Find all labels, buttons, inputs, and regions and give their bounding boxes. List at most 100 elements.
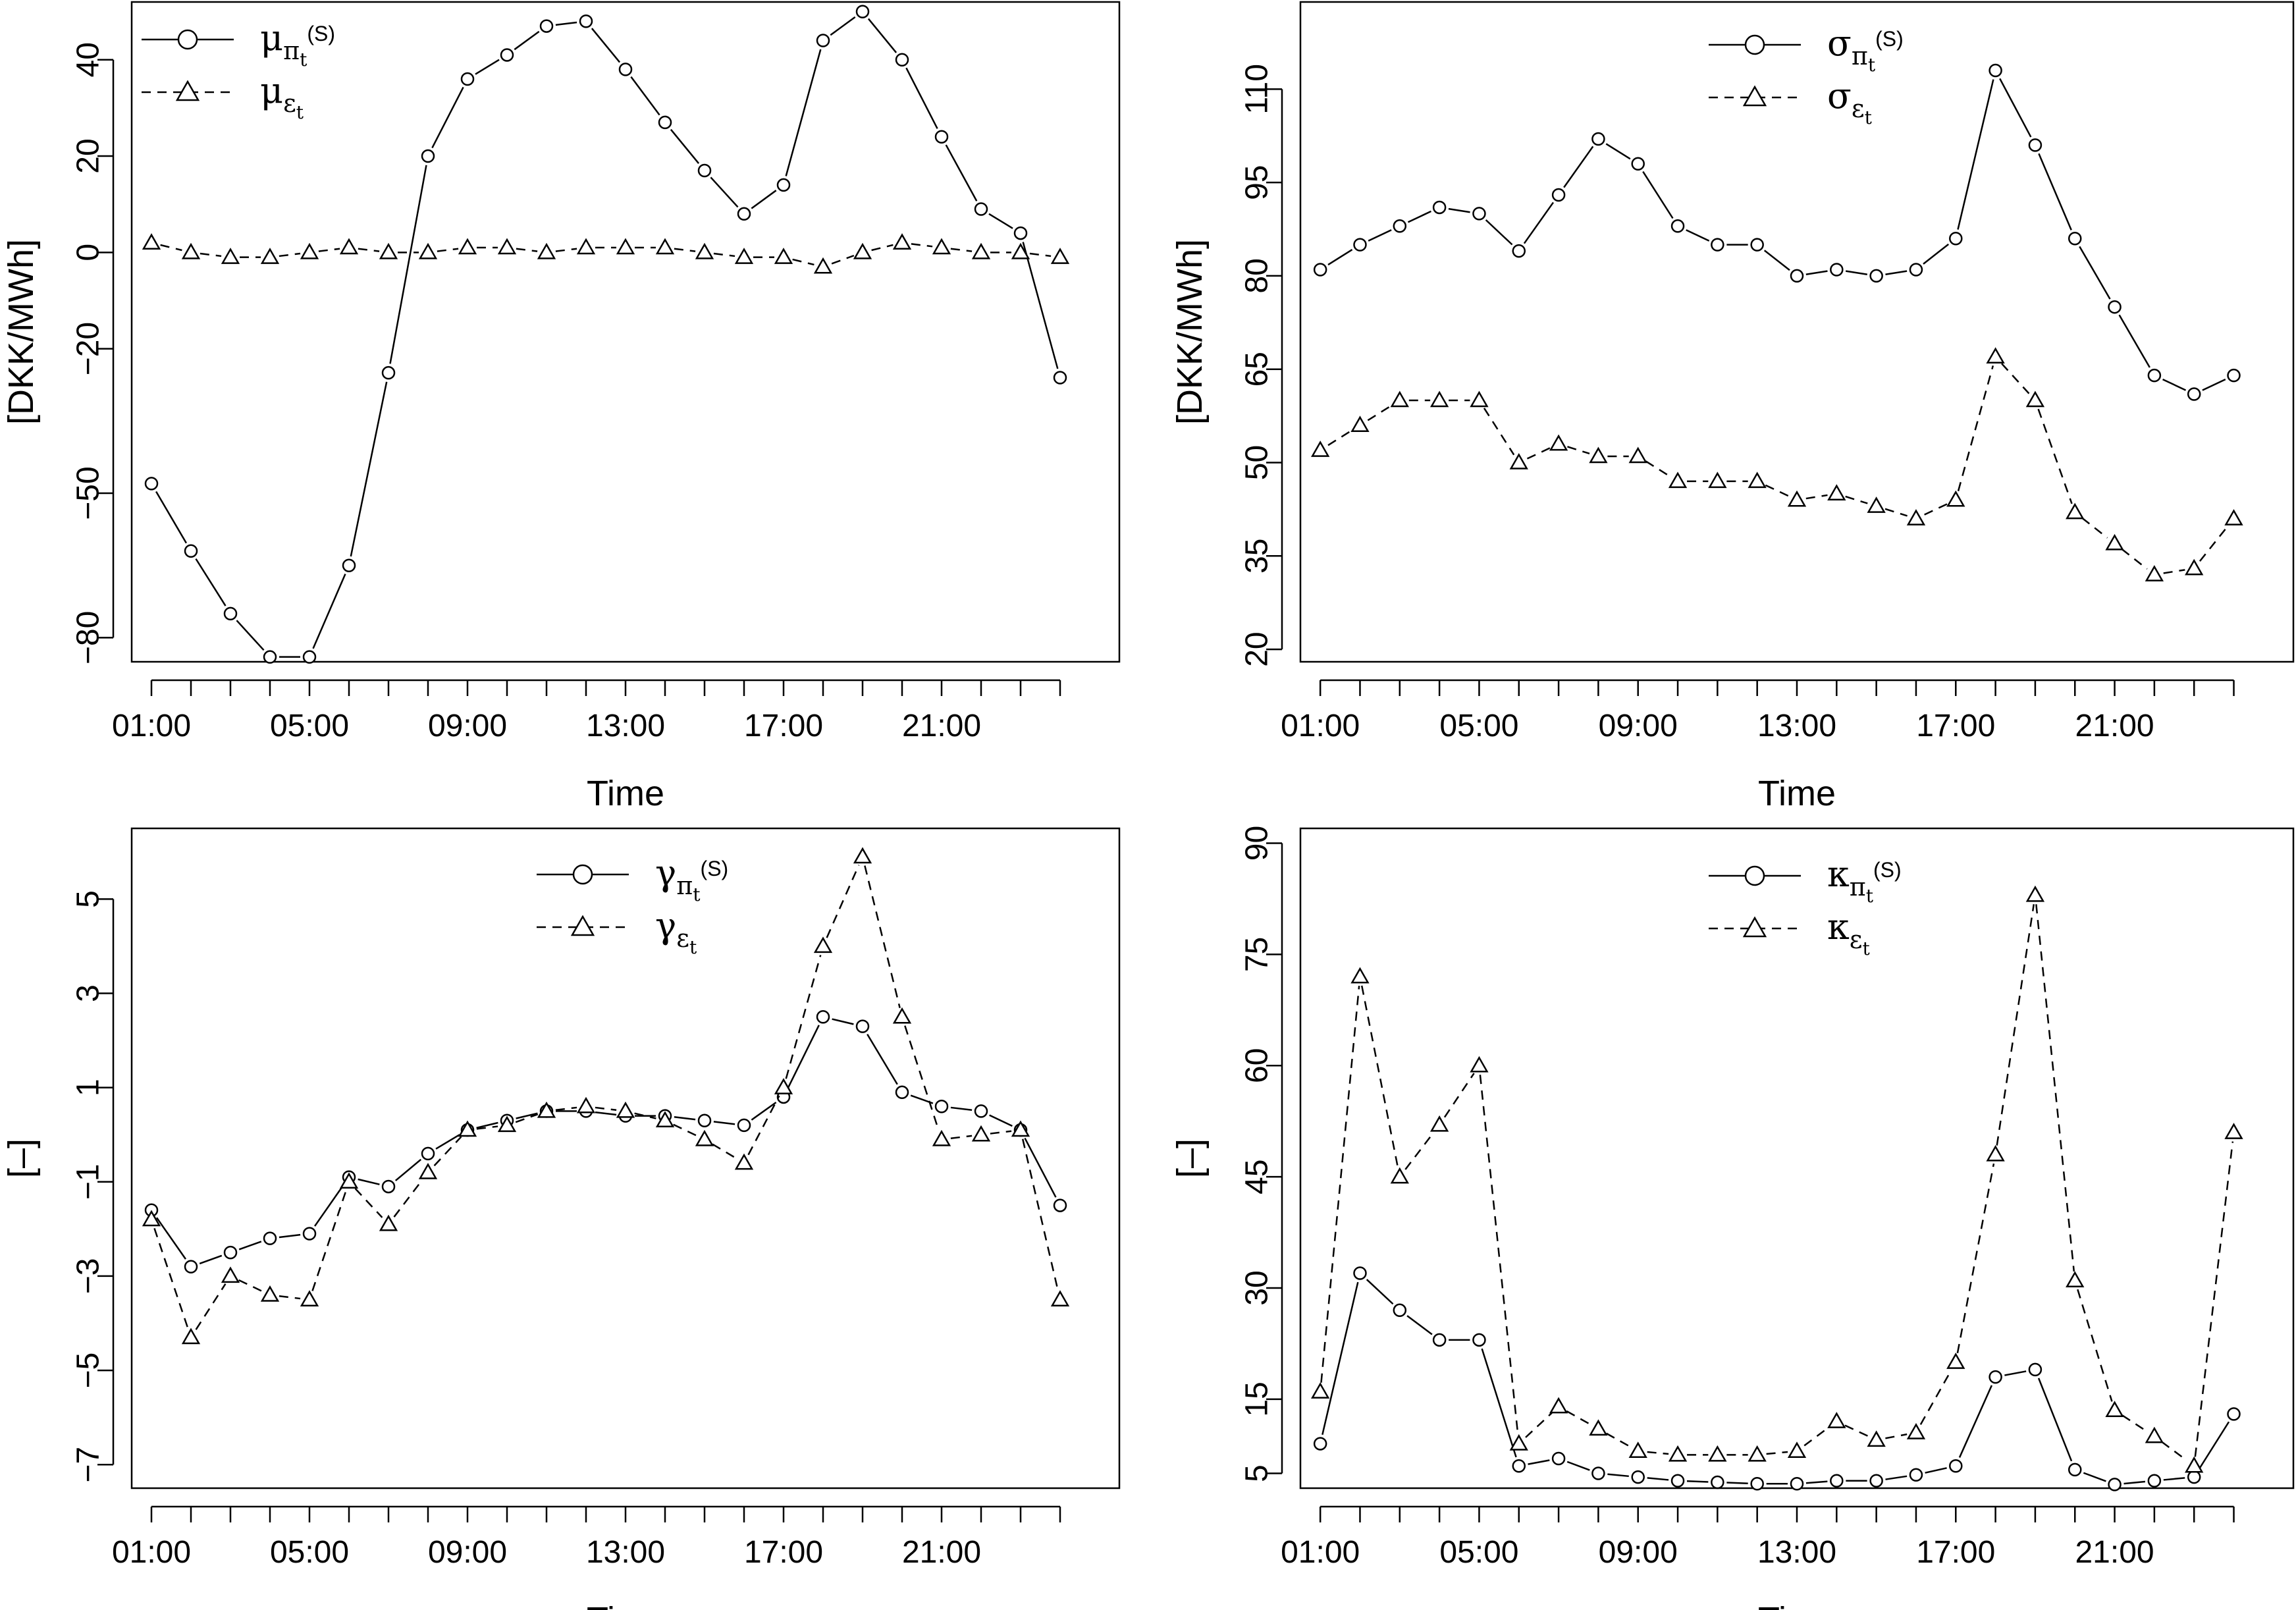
x-tick-label: 17:00 bbox=[744, 1535, 823, 1570]
series-2-point bbox=[1827, 1412, 1846, 1428]
series-2-point bbox=[1708, 471, 1727, 489]
y-tick-label: 110 bbox=[1240, 64, 1275, 115]
series-1-segment bbox=[867, 18, 897, 53]
y-axis-label: [–] bbox=[1170, 1139, 1210, 1178]
series-1-segment bbox=[2123, 1480, 2146, 1485]
y-tick-label: −5 bbox=[71, 1353, 106, 1389]
series-1-point bbox=[1711, 238, 1724, 252]
series-2-point bbox=[1589, 446, 1608, 464]
y-tick-label: −20 bbox=[71, 322, 106, 375]
legend-marker bbox=[570, 915, 595, 936]
series-1-segment bbox=[1845, 270, 1868, 275]
series-1-segment bbox=[2004, 1370, 2027, 1376]
series-2-point bbox=[1390, 1167, 1409, 1184]
series-1-segment bbox=[155, 491, 188, 544]
series-1-point bbox=[1830, 1474, 1844, 1488]
series-2-point bbox=[1787, 490, 1807, 507]
series-1-point bbox=[1750, 1476, 1764, 1491]
series-2-segment bbox=[2037, 408, 2073, 504]
series-1-point bbox=[1750, 238, 1764, 252]
series-1-point bbox=[1551, 1451, 1566, 1466]
series-2-point bbox=[1549, 434, 1568, 451]
series-2-point bbox=[1390, 390, 1409, 408]
series-2-segment bbox=[1479, 1075, 1519, 1435]
series-1-point bbox=[1313, 1437, 1327, 1451]
legend-label: μεt bbox=[260, 70, 304, 123]
series-1-segment bbox=[1958, 1385, 1993, 1458]
series-2-segment bbox=[864, 865, 901, 1008]
series-1-point bbox=[855, 5, 870, 18]
series-1-segment bbox=[2198, 1421, 2230, 1470]
series-1-point bbox=[1353, 238, 1367, 252]
series-1-segment bbox=[2038, 153, 2072, 230]
y-tick-label: 60 bbox=[1240, 1048, 1275, 1083]
series-2-point bbox=[1867, 1430, 1886, 1447]
series-2-point bbox=[655, 1111, 675, 1127]
series-1-segment bbox=[195, 558, 227, 606]
series-1-segment bbox=[1024, 1137, 1057, 1198]
y-tick-label: 20 bbox=[71, 138, 106, 173]
legend-label: γπt(S) bbox=[655, 852, 728, 905]
series-2-point bbox=[1429, 390, 1449, 408]
series-1-point bbox=[1830, 263, 1844, 277]
series-2-point bbox=[2224, 509, 2243, 525]
series-1-point bbox=[2227, 368, 2241, 383]
x-tick-label: 21:00 bbox=[902, 1535, 981, 1570]
series-2-point bbox=[2025, 390, 2045, 408]
series-1-point bbox=[2227, 1407, 2241, 1421]
series-1-point bbox=[776, 178, 791, 192]
series-1-segment bbox=[1885, 1475, 1908, 1480]
series-2-segment bbox=[1766, 1451, 1788, 1455]
legend-marker bbox=[1742, 85, 1767, 107]
series-2-point bbox=[1628, 1441, 1647, 1458]
series-2-segment bbox=[318, 248, 340, 252]
y-tick-label: 90 bbox=[1240, 826, 1275, 861]
series-2-segment bbox=[1566, 1410, 1591, 1426]
y-tick-label: 50 bbox=[1240, 445, 1275, 480]
series-1-point bbox=[1711, 1475, 1724, 1489]
series-2-segment bbox=[904, 1025, 940, 1131]
series-1-segment bbox=[1686, 229, 1710, 242]
panel-gamma: 01:00 05:00 09:00 13:00 17:00 21:00 Time −7 −5 −3… bbox=[1, 827, 1121, 1610]
series-2-point bbox=[655, 238, 675, 255]
series-2-segment bbox=[990, 1130, 1012, 1135]
series-1-segment bbox=[787, 1025, 820, 1089]
y-tick-label: 45 bbox=[1240, 1159, 1275, 1194]
series-2-segment bbox=[516, 248, 538, 252]
series-1-point bbox=[2108, 1478, 2122, 1491]
series-2-point bbox=[2224, 1123, 2243, 1139]
series-1-point bbox=[381, 365, 396, 380]
series-2-point bbox=[300, 1290, 319, 1306]
series-2-segment bbox=[433, 1136, 462, 1167]
series-1-point bbox=[342, 558, 356, 572]
series-1-point bbox=[1053, 1198, 1067, 1212]
x-tick-label: 13:00 bbox=[1757, 1535, 1836, 1570]
series-2-segment bbox=[1803, 1426, 1830, 1447]
series-2-segment bbox=[311, 1190, 347, 1291]
legend-subscript: π bbox=[676, 871, 693, 900]
series-1-point bbox=[816, 34, 830, 47]
panel-sigma: 01:00 05:00 09:00 13:00 17:00 21:00 Time 20 35 50… bbox=[1170, 1, 2295, 813]
series-1-segment bbox=[1448, 207, 1470, 213]
series-1-segment bbox=[1327, 249, 1353, 266]
series-2-point bbox=[695, 242, 714, 259]
series-1-point bbox=[184, 544, 198, 558]
series-1-segment bbox=[905, 67, 938, 129]
legend-marker bbox=[1744, 865, 1765, 886]
legend-marker bbox=[1744, 34, 1765, 55]
series-2-point bbox=[2025, 885, 2045, 902]
series-2-segment bbox=[1885, 1433, 1908, 1439]
y-tick-label: 3 bbox=[71, 984, 106, 1002]
series-1-segment bbox=[1923, 243, 1950, 265]
series-1-point bbox=[697, 1114, 712, 1127]
series-2-segment bbox=[1567, 446, 1590, 455]
legend-label: μπt(S) bbox=[260, 17, 335, 70]
series-2-point bbox=[1311, 1382, 1330, 1399]
series-1-segment bbox=[475, 59, 500, 75]
series-1-point bbox=[2068, 1462, 2082, 1477]
series-2-point bbox=[1787, 1441, 1807, 1458]
series-2-point bbox=[1509, 1434, 1528, 1451]
series-2-point bbox=[339, 1172, 359, 1189]
series-2-segment bbox=[555, 1106, 577, 1112]
legend-label: κεt bbox=[1827, 906, 1870, 959]
